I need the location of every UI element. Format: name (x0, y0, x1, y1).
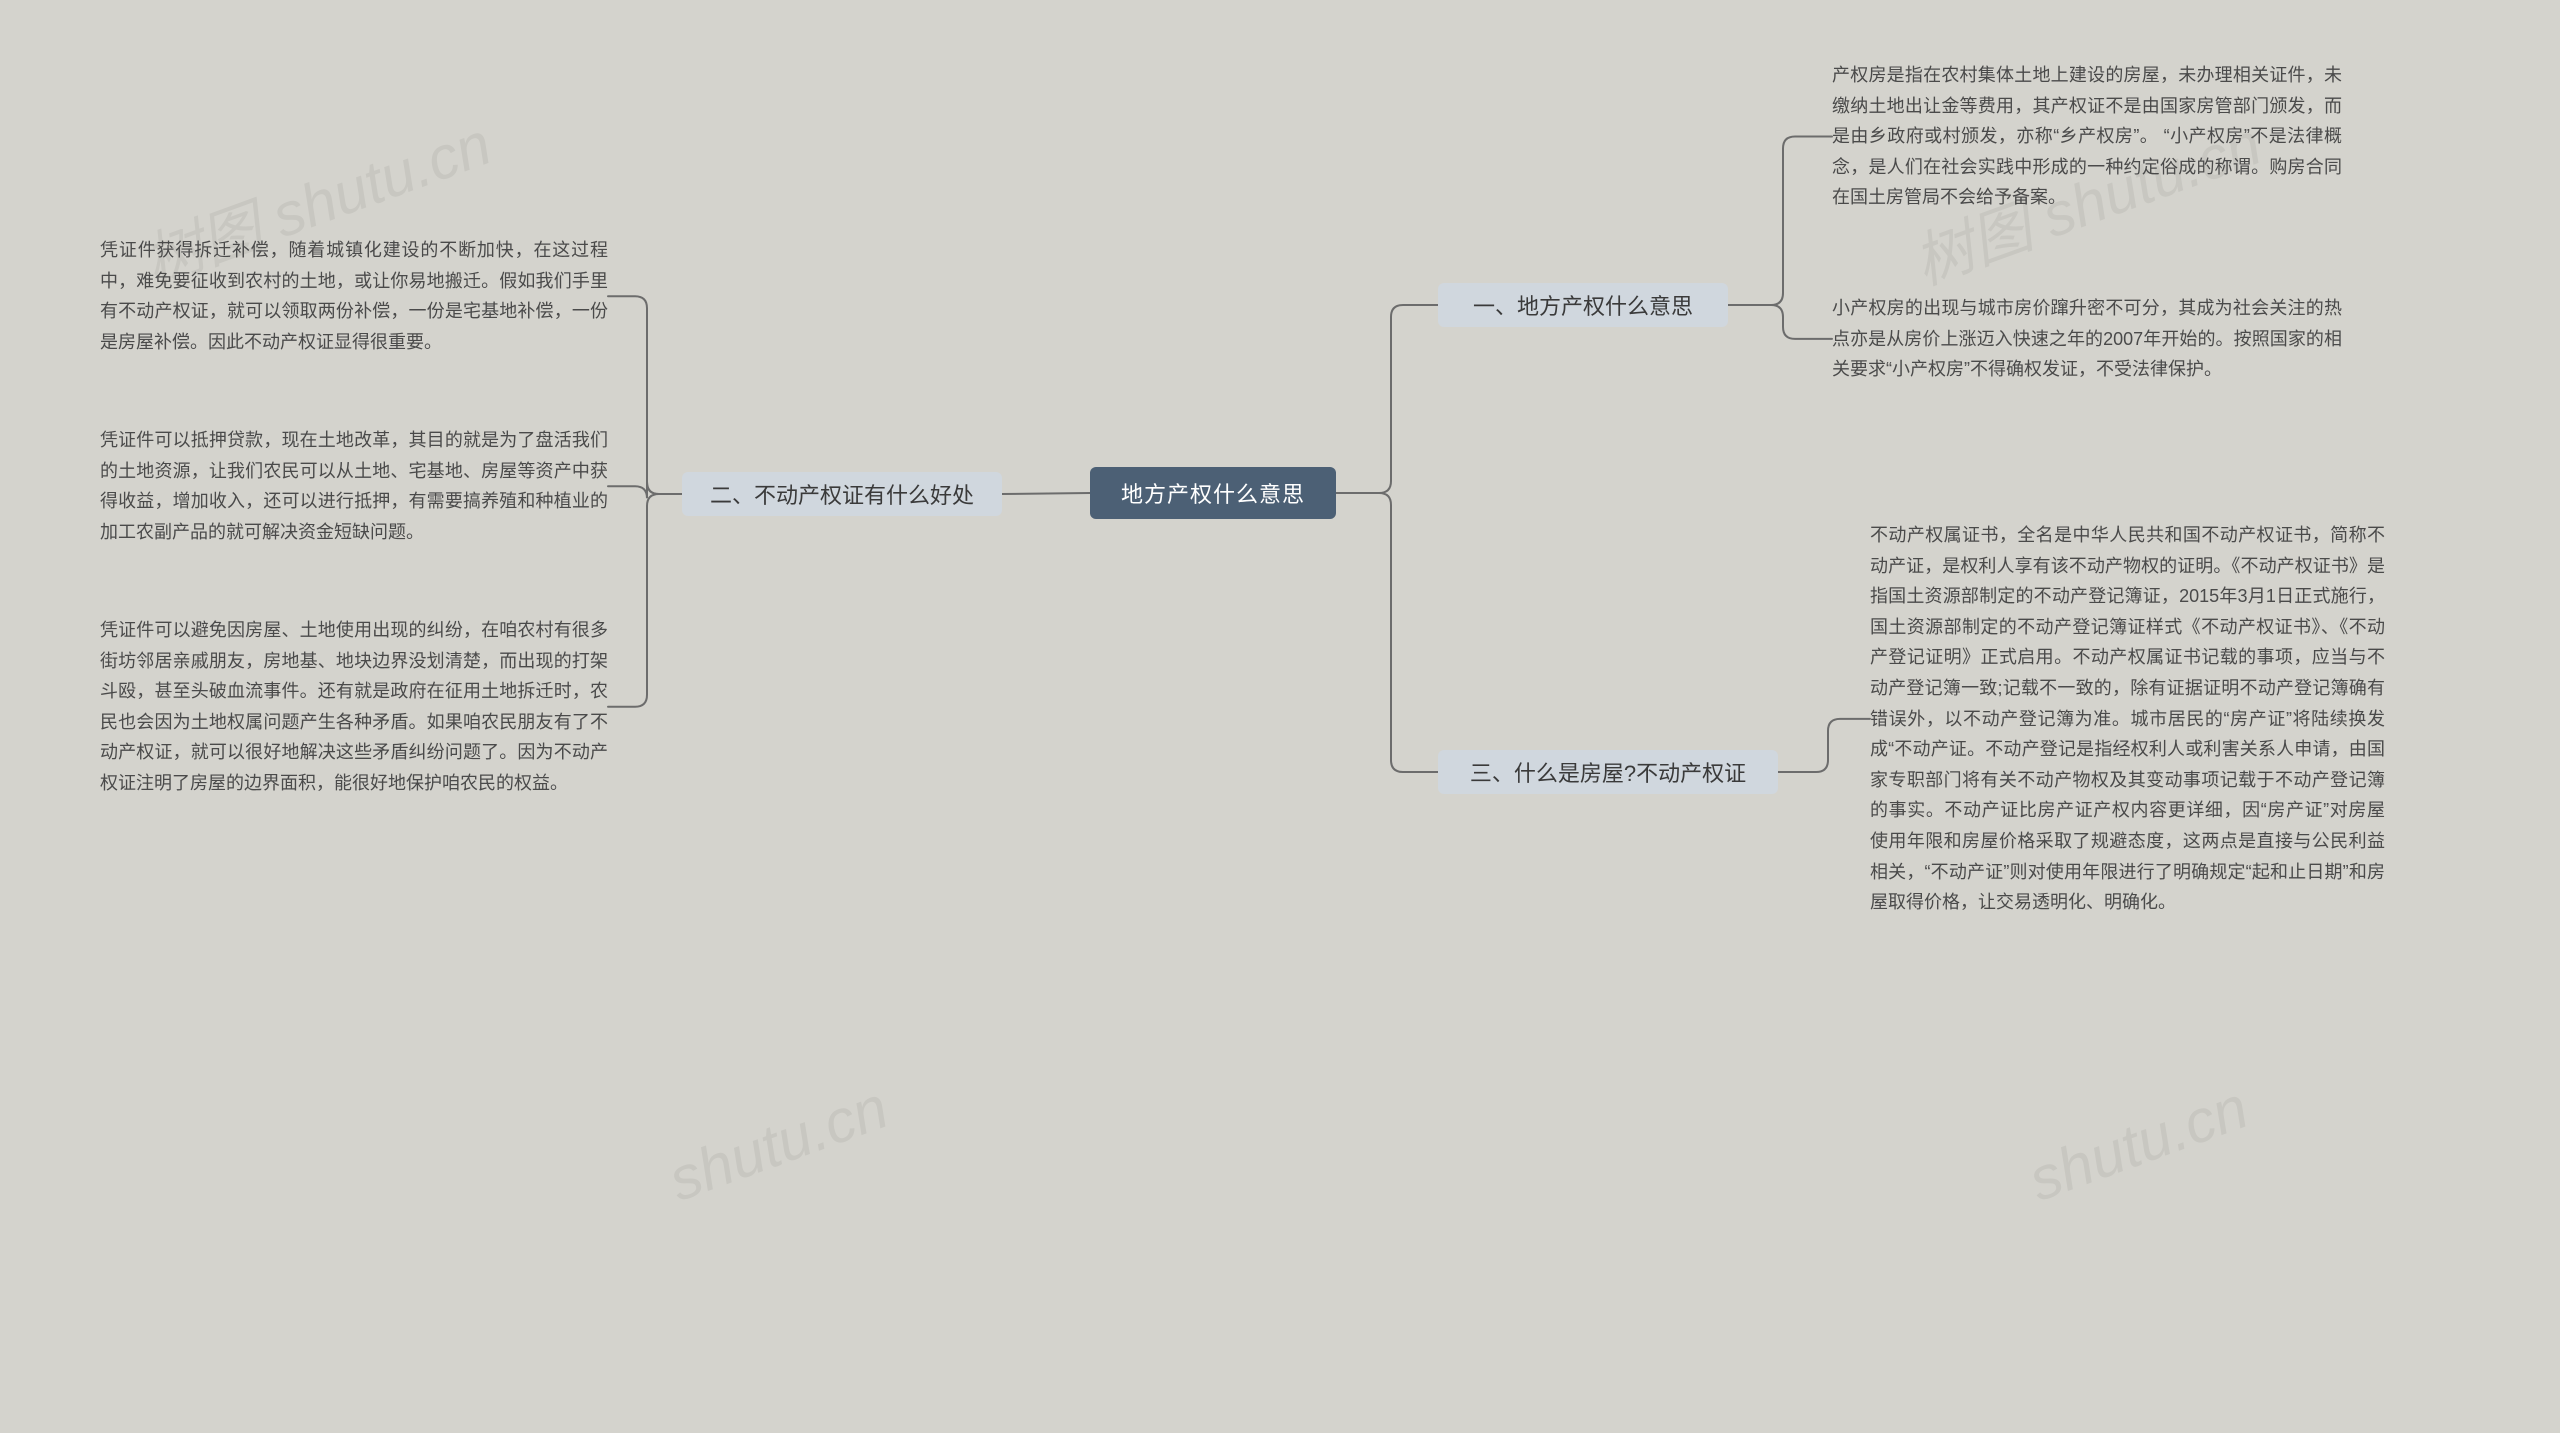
leaf-text: 产权房是指在农村集体土地上建设的房屋，未办理相关证件，未缴纳土地出让金等费用，其… (1832, 60, 2342, 213)
watermark: shutu.cn (2020, 1072, 2257, 1214)
watermark: shutu.cn (660, 1072, 897, 1214)
mindmap-canvas: 树图 shutu.cn 树图 shutu.cn shutu.cn shutu.c… (0, 0, 2560, 1433)
leaf-text: 凭证件可以避免因房屋、土地使用出现的纠纷，在咱农村有很多街坊邻居亲戚朋友，房地基… (100, 615, 608, 799)
leaf-text: 小产权房的出现与城市房价蹿升密不可分，其成为社会关注的热点亦是从房价上涨迈入快速… (1832, 293, 2342, 385)
root-node[interactable]: 地方产权什么意思 (1090, 467, 1336, 519)
branch-node-2[interactable]: 二、不动产权证有什么好处 (682, 472, 1002, 516)
branch-node-1[interactable]: 一、地方产权什么意思 (1438, 283, 1728, 327)
leaf-text: 不动产权属证书，全名是中华人民共和国不动产权证书，简称不动产证，是权利人享有该不… (1870, 520, 2385, 918)
leaf-text: 凭证件可以抵押贷款，现在土地改革，其目的就是为了盘活我们的土地资源，让我们农民可… (100, 425, 608, 547)
leaf-text: 凭证件获得拆迁补偿，随着城镇化建设的不断加快，在这过程中，难免要征收到农村的土地… (100, 235, 608, 357)
branch-node-3[interactable]: 三、什么是房屋?不动产权证 (1438, 750, 1778, 794)
